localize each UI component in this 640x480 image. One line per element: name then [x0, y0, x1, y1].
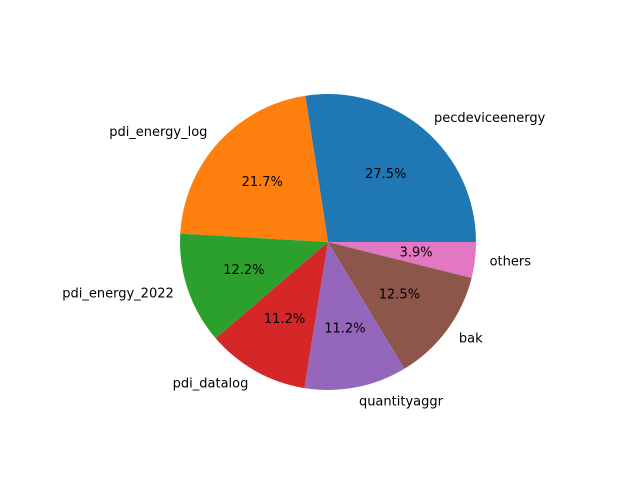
pie-slice	[215, 242, 328, 389]
slice-category-label: pecdeviceenergy	[434, 111, 546, 126]
slice-category-label: quantityaggr	[359, 394, 444, 409]
slice-percent-label: 12.5%	[379, 287, 420, 302]
pie-slices	[180, 93, 476, 390]
slice-category-label: pdi_energy_2022	[62, 287, 174, 302]
pie-category-labels: pecdeviceenergy pdi_energy_log pdi_energy_…	[62, 111, 545, 409]
slice-category-label: pdi_energy_log	[109, 125, 207, 140]
slice-category-label: others	[490, 254, 532, 269]
pie-slice	[328, 242, 476, 278]
slice-percent-label: 27.5%	[365, 167, 406, 182]
pie-slice	[180, 233, 328, 339]
slice-percent-label: 11.2%	[264, 312, 305, 327]
pie-slice	[305, 93, 476, 242]
pie-slice	[180, 95, 328, 242]
slice-category-label: bak	[459, 331, 483, 346]
slice-percent-label: 11.2%	[324, 322, 365, 337]
pie-slice	[328, 242, 472, 369]
slice-percent-label: 12.2%	[223, 263, 264, 278]
slice-category-label: pdi_datalog	[173, 376, 249, 391]
slice-percent-label: 21.7%	[242, 175, 283, 190]
pie-slice	[304, 242, 405, 390]
slice-percent-label: 3.9%	[400, 245, 433, 260]
pie-percent-labels: 27.5% 21.7% 12.2% 11.2% 11.2% 12.5% 3.9%	[223, 167, 432, 337]
